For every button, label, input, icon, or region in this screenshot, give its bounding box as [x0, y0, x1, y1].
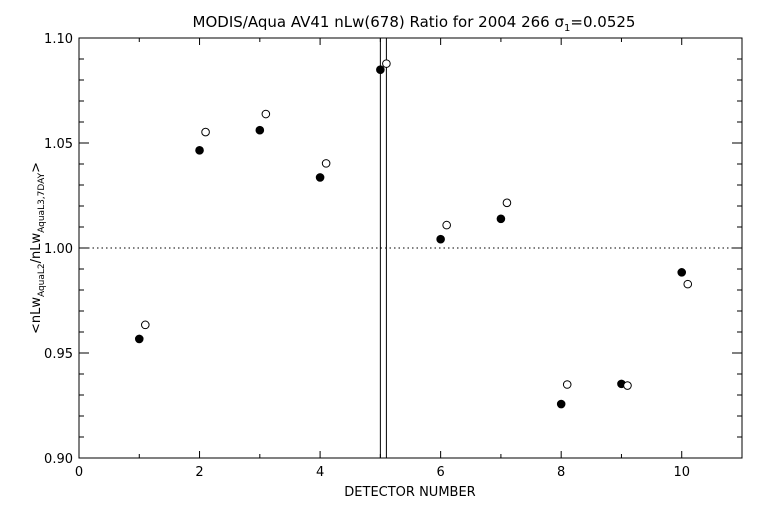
- data-point-open: [321, 159, 331, 168]
- y-axis-label: <nLwAquaL2/nLwAquaL3,7DAY>: [29, 162, 47, 334]
- axis-tick-labels: 0 2 4 6 8 10 0.90 0.95 1.00 1.05 1.10: [44, 32, 690, 480]
- data-point-open: [623, 381, 632, 390]
- data-point-open: [502, 198, 512, 208]
- y-label-a-sub: AquaL2: [37, 263, 47, 297]
- data-point-filled: [556, 399, 566, 409]
- data-point-filled: [255, 125, 265, 135]
- y-label-a: <nLw: [29, 297, 44, 334]
- data-point-filled: [376, 65, 385, 75]
- data-point-open: [141, 320, 150, 330]
- data-point-filled: [677, 268, 687, 277]
- axis-ticks: [78, 37, 743, 459]
- x-axis-label: DETECTOR NUMBER: [344, 485, 475, 500]
- plot-frame: [78, 37, 743, 459]
- chart-title-main: MODIS/Aqua AV41 nLw(678) Ratio for 2004 …: [193, 13, 565, 31]
- x-tick-label: 2: [195, 465, 203, 480]
- x-tick-label: 10: [673, 465, 690, 480]
- data-point-filled: [315, 173, 325, 182]
- x-tick-label: 0: [75, 465, 83, 480]
- reference-lines: [79, 38, 742, 458]
- data-point-open: [382, 59, 391, 68]
- data-point-filled: [195, 146, 204, 155]
- data-point-open: [683, 279, 693, 289]
- chart-title: MODIS/Aqua AV41 nLw(678) Ratio for 2004 …: [193, 13, 636, 34]
- data-point-open: [442, 220, 451, 230]
- x-tick-label: 8: [557, 465, 565, 480]
- data-point-open: [201, 127, 210, 137]
- y-tick-label: 1.05: [44, 137, 73, 152]
- y-label-b-sub: AquaL3,7DAY: [37, 172, 47, 232]
- data-point-filled: [134, 334, 144, 344]
- chart-title-sub: 1: [564, 23, 570, 34]
- x-tick-label: 4: [316, 465, 324, 480]
- data-point-filled: [496, 214, 506, 224]
- y-tick-label: 0.95: [44, 347, 73, 362]
- y-label-c: >: [29, 162, 44, 173]
- y-tick-label: 1.00: [44, 242, 73, 257]
- data-points: [134, 59, 693, 409]
- x-tick-label: 6: [436, 465, 444, 480]
- chart-title-tail: =0.0525: [570, 13, 635, 31]
- data-point-open: [261, 109, 271, 119]
- y-tick-label: 1.10: [44, 32, 73, 47]
- y-label-b: /nLw: [29, 232, 44, 263]
- y-tick-label: 0.90: [44, 452, 73, 467]
- data-point-filled: [436, 234, 445, 244]
- data-point-open: [562, 380, 572, 389]
